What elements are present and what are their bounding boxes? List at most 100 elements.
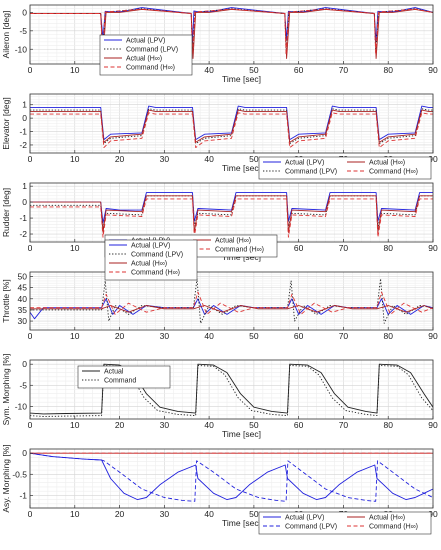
grid xyxy=(29,4,434,65)
y-tick-label: 1 xyxy=(22,181,27,191)
legend-entry: Command (H∞) xyxy=(369,169,418,176)
legend-entry: Command (LPV) xyxy=(131,252,183,259)
y-axis-label: Rudder [deg] xyxy=(1,188,11,237)
legend-entry: Actual (LPV) xyxy=(126,38,165,45)
x-tick-label: 30 xyxy=(160,331,170,341)
legend-entry: Command (H∞) xyxy=(369,524,418,531)
x-tick-label: 80 xyxy=(383,331,393,341)
x-tick-label: 0 xyxy=(28,420,33,430)
series-group xyxy=(30,192,433,238)
series-line xyxy=(30,8,433,56)
legend-entry: Actual (LPV) xyxy=(285,515,324,522)
x-tick-label: 30 xyxy=(160,509,170,519)
legend-entry: Actual (H∞) xyxy=(369,160,405,167)
legend: Actual (LPV) Command (LPV) Actual (H∞) Comm… xyxy=(104,239,198,281)
y-tick-label: -10 xyxy=(15,44,28,54)
y-tick-label: 0 xyxy=(22,197,27,207)
axes-frame xyxy=(29,448,434,509)
y-tick-label: -2 xyxy=(19,140,27,150)
y-tick-label: 40 xyxy=(18,294,28,304)
x-tick-label: 10 xyxy=(70,154,80,164)
series-group xyxy=(30,7,433,59)
x-tick-label: 80 xyxy=(383,243,393,253)
series-line xyxy=(30,109,433,143)
x-tick-label: 20 xyxy=(115,154,125,164)
y-axis-label: Sym. Morphing [%] xyxy=(1,354,11,426)
legend-box xyxy=(99,34,193,76)
x-tick-label: 30 xyxy=(160,420,170,430)
chart-panel: 0 10 20 30 40 50 60 70 80 90 -10 -5 0 Sym. Morphing [… xyxy=(1,354,438,439)
series-line xyxy=(30,291,433,315)
x-tick-label: 50 xyxy=(249,154,259,164)
x-tick-label: 90 xyxy=(428,420,438,430)
series-line xyxy=(30,105,433,141)
legend-entry: Command (LPV) xyxy=(285,169,337,176)
y-tick-label: -1 xyxy=(19,490,27,500)
x-tick-label: 10 xyxy=(70,509,80,519)
x-tick-label: 60 xyxy=(294,331,304,341)
y-tick-label: 0 xyxy=(22,7,27,17)
x-tick-label: 0 xyxy=(28,154,33,164)
x-tick-label: 10 xyxy=(70,243,80,253)
legend-entry: Actual (H∞) xyxy=(126,56,162,63)
x-tick-label: 20 xyxy=(115,509,125,519)
legend-box xyxy=(258,511,432,535)
y-tick-label: 1 xyxy=(22,100,27,110)
x-tick-label: 30 xyxy=(160,154,170,164)
x-tick-label: 10 xyxy=(70,331,80,341)
axes-frame xyxy=(29,359,434,420)
x-tick-label: 40 xyxy=(204,331,214,341)
y-axis-label: Throttle [%] xyxy=(1,279,11,322)
x-tick-label: 60 xyxy=(294,243,304,253)
x-tick-label: 40 xyxy=(204,420,214,430)
legend-entry: Actual (H∞) xyxy=(369,515,405,522)
legend-entry: Actual (LPV) xyxy=(131,243,170,250)
y-axis-label: Asy. Morphing [%] xyxy=(1,444,11,512)
x-tick-label: 70 xyxy=(339,420,349,430)
y-tick-label: 0 xyxy=(22,113,27,123)
legend-entry: Actual xyxy=(104,369,124,376)
series-line xyxy=(30,112,433,149)
x-tick-label: 10 xyxy=(70,65,80,75)
x-tick-label: 40 xyxy=(204,154,214,164)
x-axis-label: Time [sec] xyxy=(222,429,261,439)
y-tick-label: -5 xyxy=(19,380,27,390)
y-tick-label: -0.5 xyxy=(12,469,27,479)
series-line xyxy=(30,192,433,224)
y-tick-label: 45 xyxy=(18,283,28,293)
x-tick-label: 80 xyxy=(383,65,393,75)
legend-box xyxy=(258,156,432,180)
x-tick-label: 90 xyxy=(428,331,438,341)
plot-area xyxy=(30,183,433,242)
legend: Actual (LPV) Actual (H∞) Command (LPV) Comm… xyxy=(258,511,432,535)
x-tick-label: 0 xyxy=(28,243,33,253)
y-tick-label: 0 xyxy=(22,448,27,458)
y-tick-label: 50 xyxy=(18,271,28,281)
legend-entry: Actual (H∞) xyxy=(131,261,167,268)
y-tick-label: 35 xyxy=(18,305,28,315)
x-tick-label: 80 xyxy=(383,420,393,430)
y-axis-label: Elevator [deg] xyxy=(1,97,11,149)
series-line xyxy=(30,365,433,417)
series-line xyxy=(30,452,433,502)
y-tick-label: -10 xyxy=(15,401,28,411)
x-tick-label: 0 xyxy=(28,509,33,519)
legend: Actual (LPV) Actual (H∞) Command (LPV) Comm… xyxy=(258,156,432,180)
legend: Actual Command xyxy=(77,365,171,389)
y-tick-label: -5 xyxy=(19,26,27,36)
x-tick-label: 0 xyxy=(28,331,33,341)
y-axis-label: Aileron [deg] xyxy=(1,11,11,59)
legend-entry: Command (H∞) xyxy=(215,247,264,254)
x-tick-label: 10 xyxy=(70,420,80,430)
x-axis-label: Time [sec] xyxy=(222,74,261,84)
legend-entry: Command xyxy=(104,378,136,385)
legend: Actual (LPV) Command (LPV) Actual (H∞) Comm… xyxy=(99,34,193,76)
x-tick-label: 0 xyxy=(28,65,33,75)
legend-entry: Command (H∞) xyxy=(131,270,180,277)
x-tick-label: 70 xyxy=(339,331,349,341)
